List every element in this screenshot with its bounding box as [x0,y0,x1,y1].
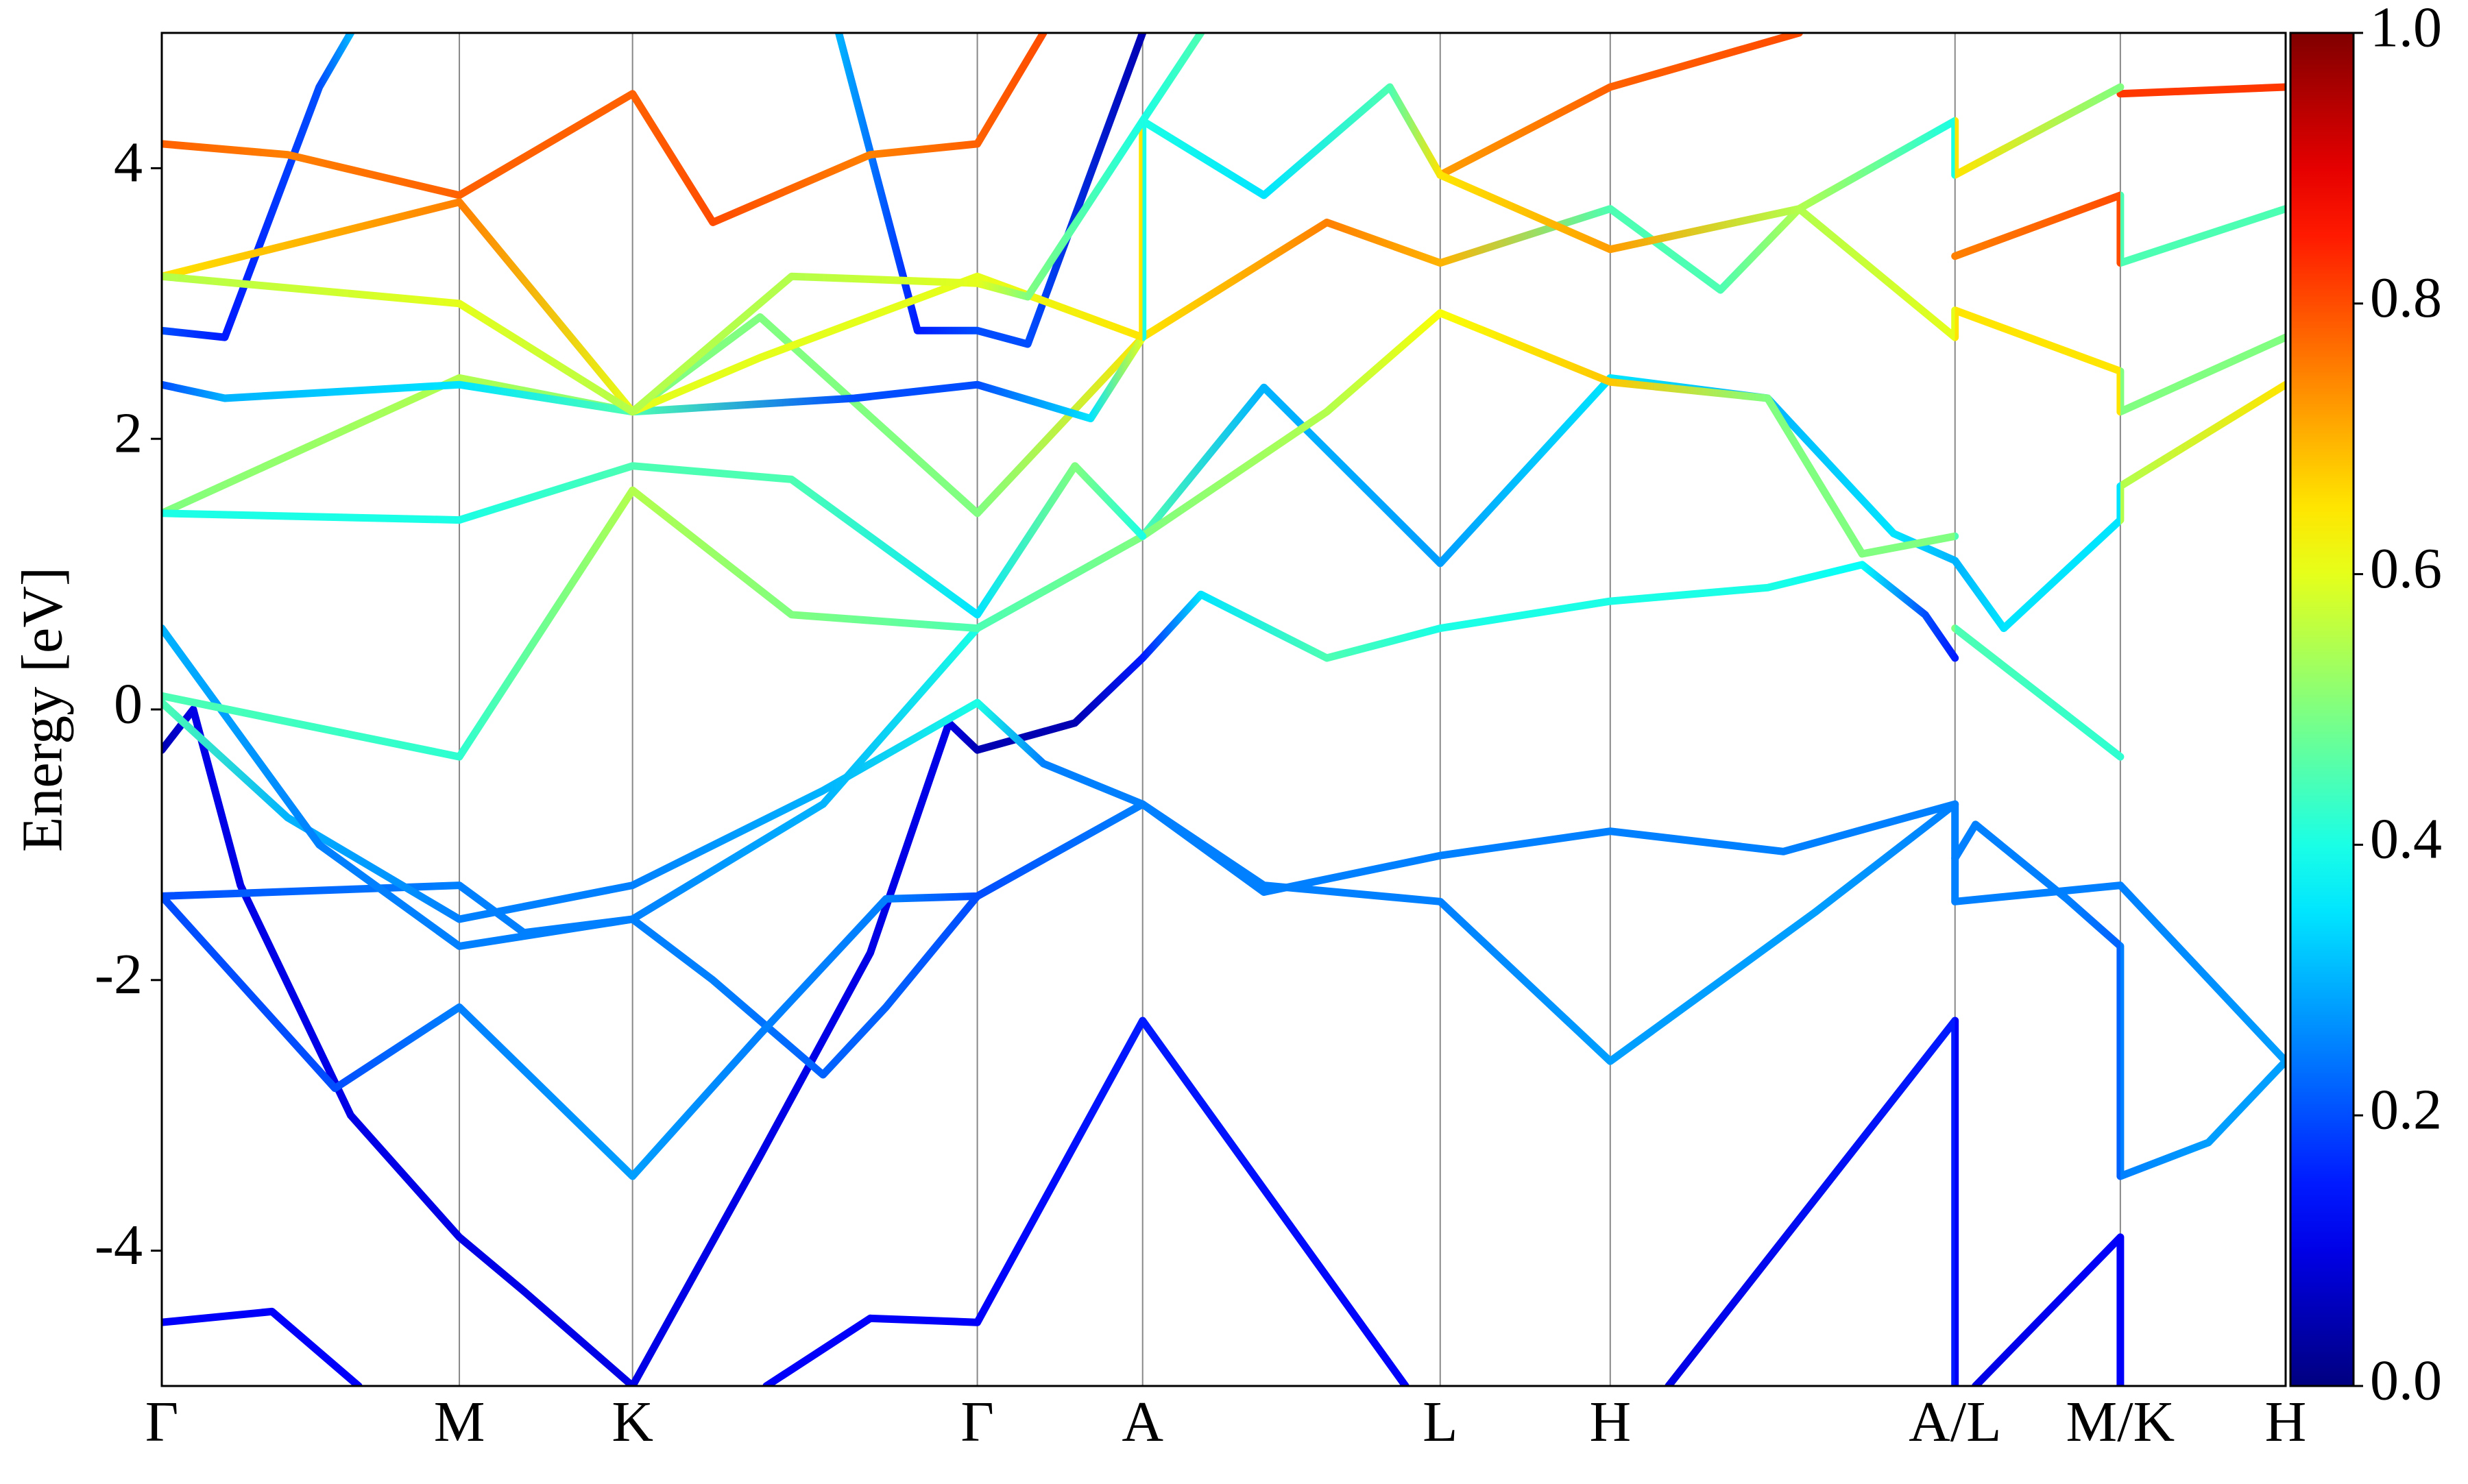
band [162,309,2125,761]
y-tick-label: 0 [114,672,143,735]
colorbar-tick-label: 0.6 [2370,537,2442,600]
band [162,83,2125,416]
y-tick-label: 2 [114,401,143,465]
band [162,33,2286,226]
y-axis-label: Energy [eV] [10,567,74,852]
colorbar-tick-label: 0.8 [2370,266,2442,330]
x-tick-label: H [1589,1390,1631,1454]
band [162,1017,2125,1386]
band [162,205,2286,518]
colorbar-tick-label: 0.4 [2370,807,2442,871]
band [162,462,1147,619]
y-tick-label: -2 [95,942,143,1006]
band [162,374,2286,950]
band [162,33,1147,348]
x-tick-label: H [2265,1390,2307,1454]
x-tick-label: M/K [2066,1390,2175,1454]
x-tick-label: A [1122,1390,1163,1454]
band [162,33,2286,416]
x-tick-label: K [612,1390,653,1454]
y-tick-label: 4 [114,131,143,195]
plot-frame [160,32,2287,1387]
x-tick-label: M [434,1390,485,1454]
x-tick-label: L [1423,1390,1457,1454]
colorbar-tick-label: 0.0 [2370,1348,2442,1412]
x-tick-label: Γ [145,1390,179,1454]
bands [162,33,2286,1386]
x-tick-label: A/L [1909,1390,2001,1454]
y-tick-label: -4 [95,1213,143,1277]
band [162,800,2286,1180]
colorbar-tick-label: 1.0 [2370,0,2442,59]
colorbar [2289,32,2355,1387]
band [162,561,1959,1386]
band [162,333,1147,423]
colorbar-tick-label: 0.2 [2370,1078,2442,1141]
x-tick-label: Γ [960,1390,994,1454]
